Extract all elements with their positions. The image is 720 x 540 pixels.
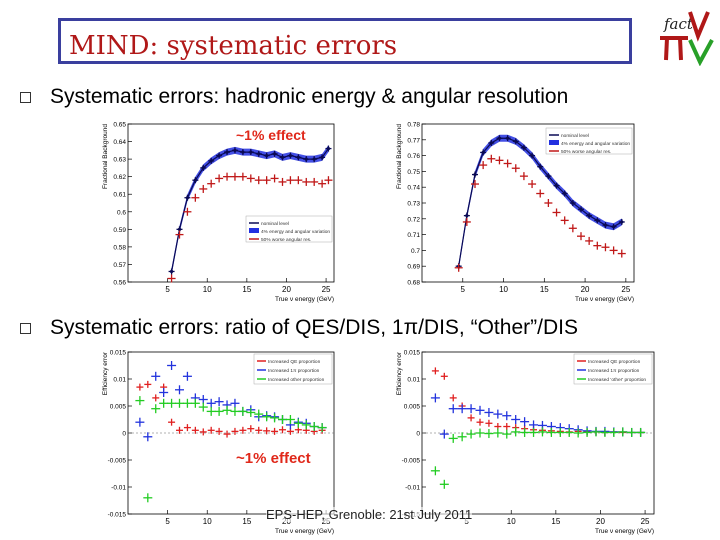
chart-ratio-right: 510152025-0.015-0.01-0.00500.0050.010.01… (392, 348, 660, 536)
x-tick-label: 25 (322, 285, 331, 294)
y-tick-label: 0.65 (113, 122, 126, 129)
footer-text: EPS-HEP, Grenoble: 21st July 2011 (266, 507, 473, 522)
bullet-text-ratio: Systematic errors: ratio of QES/DIS, 1π/… (50, 316, 578, 339)
y-tick-label: -0.015 (108, 512, 127, 519)
chart-hadronic-right: 5 10 15 20 25 0.68 0.69 0.7 0.71 0.72 0.73 0.74 0.75… (392, 118, 640, 304)
x-tick-label: 25 (621, 285, 630, 294)
x-tick-label: 10 (507, 517, 516, 526)
logo-text: fact (663, 15, 694, 33)
y-tick-label: 0 (122, 431, 126, 438)
y-tick-label: 0.7 (411, 248, 420, 255)
y-tick-label: 0.64 (113, 139, 126, 146)
x-tick-label: 10 (203, 285, 212, 294)
chart-svg: 5 10 15 20 25 0.68 0.69 0.7 0.71 0.72 0.73 0.74 0.75… (396, 122, 635, 303)
y-tick-label: 0.6 (117, 209, 126, 216)
x-axis-label: True ν energy (GeV) (275, 528, 334, 535)
legend-entry: nominal level (561, 133, 589, 139)
slide-title: MIND: systematic errors (69, 31, 398, 61)
x-tick-label: 15 (551, 517, 560, 526)
y-tick-label: 0.61 (113, 192, 126, 199)
x-tick-label: 10 (203, 517, 212, 526)
y-tick-label: 0.75 (407, 169, 420, 176)
y-axis-label: Efficiency error (396, 351, 403, 395)
chart-svg: 510152025-0.015-0.01-0.00500.0050.010.01… (396, 350, 655, 535)
nufact-logo: fact (654, 8, 716, 67)
y-tick-label: 0.58 (113, 244, 126, 251)
y-tick-label: 0.62 (113, 174, 126, 181)
legend-swatch (249, 228, 259, 233)
y-tick-label: 0.63 (113, 157, 126, 164)
y-axis-label: Fractional Background (102, 124, 109, 189)
x-axis-label: True ν energy (GeV) (595, 528, 654, 535)
x-tick-label: 10 (499, 285, 508, 294)
chart-svg: 5 10 15 20 25 0.56 0.57 0.58 0.59 0.6 0.61 0.62 0.63… (102, 122, 335, 303)
legend-box (545, 127, 633, 155)
title-box: MIND: systematic errors (58, 18, 632, 64)
annotation-effect: ~1% effect (236, 127, 306, 143)
x-tick-label: 5 (165, 285, 170, 294)
legend-entry: Increased 1π proportion (268, 368, 320, 374)
x-tick-label: 5 (461, 285, 466, 294)
y-tick-label: -0.005 (402, 458, 421, 465)
legend-entry: 4% energy and angular variation (561, 141, 630, 147)
x-tick-label: 20 (596, 517, 605, 526)
x-tick-label: 25 (641, 517, 650, 526)
x-tick-label: 15 (242, 285, 251, 294)
legend-entry: nominal level (261, 221, 289, 227)
y-tick-label: 0.76 (407, 153, 420, 160)
legend-entry: 50% worse angular res. (561, 149, 611, 155)
x-tick-label: 15 (242, 517, 251, 526)
chart-svg: 510152025-0.015-0.01-0.00500.0050.010.01… (102, 350, 335, 535)
variation-band (171, 145, 329, 275)
bullet-text-energy-resolution: Systematic errors: hadronic energy & ang… (50, 85, 569, 108)
y-tick-label: -0.005 (108, 458, 127, 465)
chart-hadronic-left: 5 10 15 20 25 0.56 0.57 0.58 0.59 0.6 0.61 0.62 0.63… (98, 118, 340, 304)
legend-entry: Increased QE proportion (588, 359, 641, 365)
legend-box (253, 353, 333, 385)
y-tick-label: 0.005 (404, 404, 421, 411)
y-tick-label: -0.01 (111, 485, 126, 492)
y-tick-label: 0.77 (407, 137, 420, 144)
legend-entry: Increased other proportion (268, 377, 325, 383)
y-tick-label: 0.59 (113, 227, 126, 234)
y-tick-label: 0.56 (113, 280, 126, 287)
y-tick-label: 0.015 (404, 350, 421, 357)
x-tick-label: 15 (540, 285, 549, 294)
y-axis-label: Efficiency error (102, 351, 109, 395)
y-tick-label: 0.68 (407, 280, 420, 287)
y-tick-label: 0.69 (407, 264, 420, 271)
legend-box (245, 215, 333, 243)
x-tick-label: 20 (581, 285, 590, 294)
y-tick-label: 0.74 (407, 185, 420, 192)
bullet-marker (20, 323, 31, 334)
chart-ratio-left: 510152025-0.015-0.01-0.00500.0050.010.01… (98, 348, 340, 536)
x-tick-label: 20 (282, 285, 291, 294)
nufact-pi-nu-logo-icon: fact (660, 11, 714, 67)
y-tick-label: 0.015 (110, 350, 127, 357)
plot-frame (127, 123, 335, 283)
y-tick-label: 0.72 (407, 216, 420, 223)
x-tick-label: 5 (165, 517, 170, 526)
legend-entry: Increased 1π proportion (588, 368, 640, 374)
y-tick-label: 0.78 (407, 122, 420, 129)
x-axis-label: True ν energy (GeV) (275, 296, 334, 303)
legend-entry: 50% worse angular res. (261, 237, 311, 243)
y-tick-label: 0.005 (110, 404, 127, 411)
legend-box (573, 353, 653, 385)
legend-entry: Increased QE proportion (268, 359, 321, 365)
y-tick-label: 0.57 (113, 262, 126, 269)
y-tick-label: 0.73 (407, 201, 420, 208)
y-tick-label: 0.01 (113, 377, 126, 384)
annotation-effect: ~1% effect (236, 450, 311, 467)
y-tick-label: -0.01 (405, 485, 420, 492)
x-axis-label: True ν energy (GeV) (575, 296, 634, 303)
y-tick-label: 0.71 (407, 232, 420, 239)
legend-entry: Increased 'other' proportion (588, 377, 646, 383)
y-tick-label: 0 (416, 431, 420, 438)
legend-entry: 4% energy and angular variation (261, 229, 330, 235)
legend-swatch (549, 140, 559, 145)
y-tick-label: 0.01 (407, 377, 420, 384)
y-axis-label: Fractional Background (396, 124, 403, 189)
bullet-marker (20, 92, 31, 103)
